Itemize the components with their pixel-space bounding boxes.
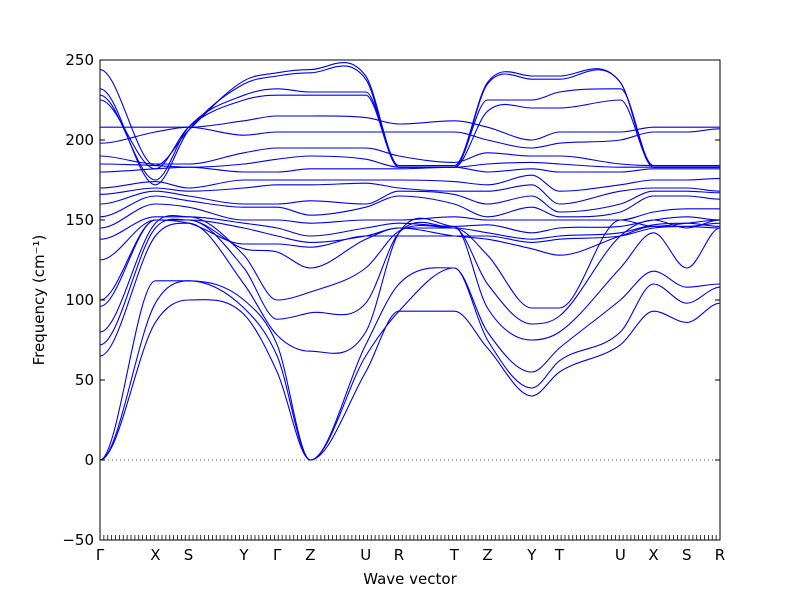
band-8	[99, 219, 721, 301]
band-12	[99, 195, 721, 218]
x-tick-label: R	[715, 546, 725, 564]
x-tick-label: S	[682, 546, 692, 564]
y-tick-label: −50	[62, 531, 94, 549]
band-18	[99, 147, 720, 167]
x-tick-label: Z	[305, 546, 315, 564]
x-tick-label: R	[394, 546, 404, 564]
band-5	[99, 218, 721, 346]
band-24	[99, 62, 720, 167]
band-7	[99, 219, 721, 307]
y-tick-label: 0	[84, 451, 94, 469]
band-20	[99, 115, 720, 141]
band-19	[99, 126, 721, 149]
y-axis-label: Frequency (cm⁻¹)	[30, 235, 48, 366]
x-tick-label: S	[184, 546, 194, 564]
y-tick-label: 150	[65, 211, 94, 229]
band-6	[99, 214, 721, 333]
x-tick-label: U	[360, 546, 371, 564]
x-tick-label: Y	[238, 546, 249, 564]
y-tick-label: 50	[75, 371, 94, 389]
y-tick-label: 250	[65, 51, 94, 69]
x-tick-label: Z	[482, 546, 492, 564]
x-tick-label: X	[648, 546, 658, 564]
x-tick-label: Γ	[273, 546, 282, 564]
band-22	[99, 88, 720, 181]
x-tick-label: T	[554, 546, 565, 564]
x-tick-label: U	[615, 546, 626, 564]
band-13	[99, 190, 721, 213]
band-2	[99, 267, 721, 461]
band-9	[99, 219, 721, 261]
x-tick-label: Γ	[96, 546, 105, 564]
phonon-bands	[99, 62, 721, 461]
band-15	[99, 174, 721, 192]
band-16	[99, 166, 720, 173]
y-tick-label: 200	[65, 131, 94, 149]
x-tick-label: T	[449, 546, 460, 564]
y-tick-label: 100	[65, 291, 94, 309]
band-14	[99, 182, 721, 205]
x-tick-label: X	[150, 546, 160, 564]
band-3	[99, 267, 721, 461]
band-10	[99, 216, 721, 240]
band-11	[99, 203, 720, 229]
x-tick-label: Y	[526, 546, 537, 564]
band-4	[99, 217, 721, 357]
y-axis-ticks: −50 0 50 100 150 200 250	[62, 51, 720, 549]
x-axis-label: Wave vector	[363, 570, 457, 588]
